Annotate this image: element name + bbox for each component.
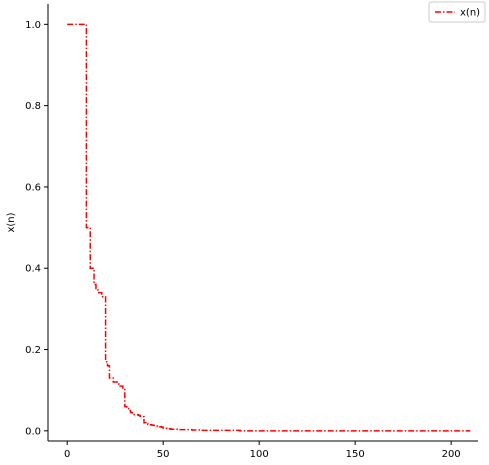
x-tick-label: 100 bbox=[250, 449, 269, 460]
legend: x(n) bbox=[428, 1, 486, 23]
y-tick-label: 0.6 bbox=[25, 182, 41, 193]
y-tick-label: 0.2 bbox=[25, 345, 41, 356]
axes bbox=[47, 4, 478, 442]
legend-box bbox=[428, 1, 486, 23]
ticks: 0 50 100 150 200 0.0 0.2 0.4 0.6 0.8 1.0 bbox=[25, 20, 461, 460]
y-tick-label: 0.8 bbox=[25, 101, 41, 112]
y-axis-label: x(n) bbox=[6, 212, 17, 232]
y-tick-label: 0.0 bbox=[25, 426, 41, 437]
x-tick-label: 50 bbox=[157, 449, 170, 460]
x-tick-label: 200 bbox=[442, 449, 461, 460]
x-tick-label: 150 bbox=[346, 449, 365, 460]
legend-label: x(n) bbox=[460, 8, 480, 19]
y-tick-label: 0.4 bbox=[25, 264, 41, 275]
x-tick-label: 0 bbox=[64, 449, 70, 460]
y-tick-label: 1.0 bbox=[25, 20, 41, 31]
series-line-x-n bbox=[67, 23, 471, 432]
series-layer bbox=[67, 23, 471, 432]
